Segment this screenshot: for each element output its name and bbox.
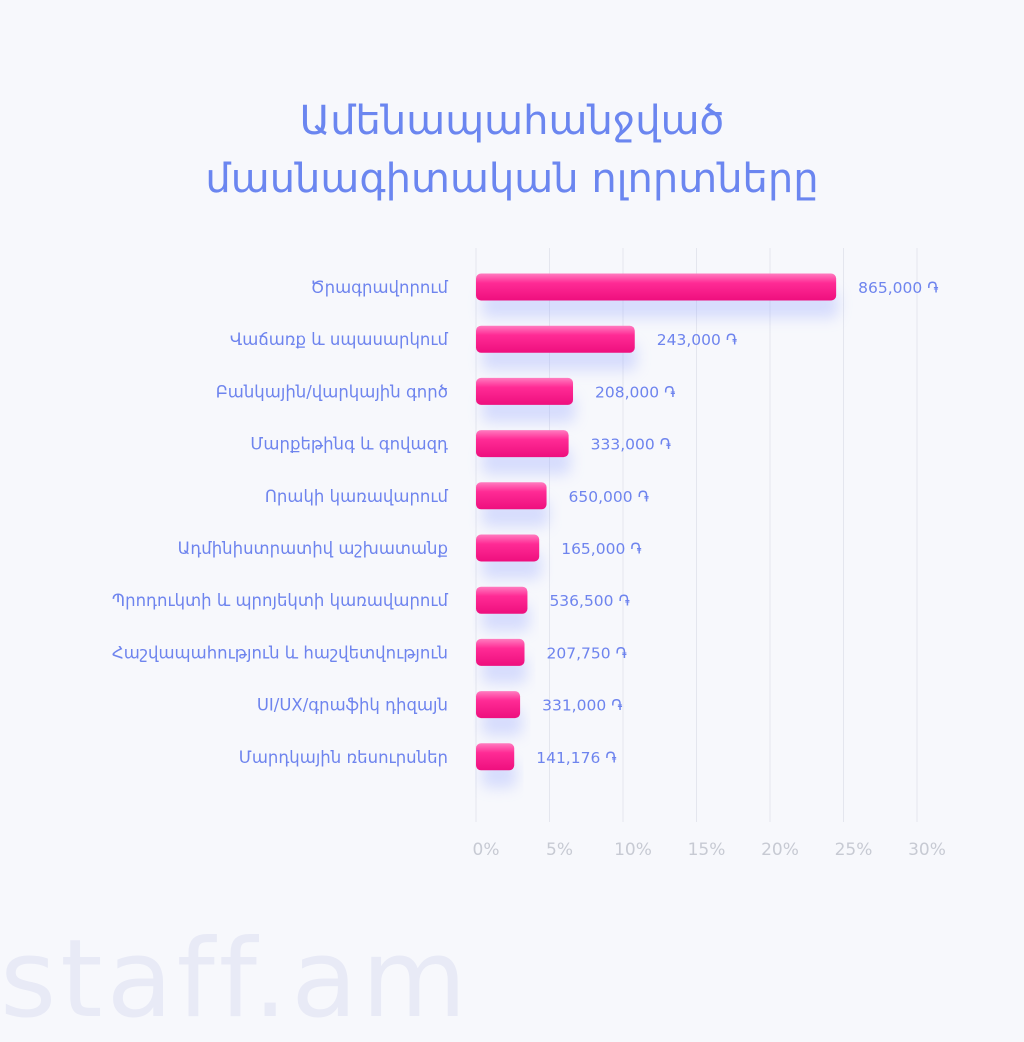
category-label: Որակի կառավարում: [265, 487, 449, 506]
bar: [476, 482, 547, 510]
bar: [476, 691, 521, 719]
category-label: Բանկային/վարկային գործ: [216, 382, 448, 401]
chart-title: Ամենապահանջված մասնագիտական ոլորտները: [0, 92, 1024, 208]
bar: [476, 534, 540, 562]
category-label: Մարդկային ռեսուրսներ: [239, 748, 448, 767]
value-label: 650,000 ֏: [569, 488, 650, 506]
value-label: 536,500 ֏: [549, 592, 630, 610]
bar: [476, 377, 574, 405]
x-tick-label: 5%: [546, 840, 573, 860]
value-label: 243,000 ֏: [657, 331, 738, 349]
bar: [476, 325, 635, 353]
bar: [476, 273, 837, 301]
x-tick-label: 15%: [688, 840, 726, 860]
chart-title-line-2: մասնագիտական ոլորտները: [205, 156, 819, 202]
value-label: 208,000 ֏: [595, 383, 676, 401]
x-tick-label: 10%: [614, 840, 652, 860]
value-label: 165,000 ֏: [561, 540, 642, 558]
bar: [476, 638, 525, 666]
category-label: UI/UX/գրաֆիկ դիզայն: [257, 696, 448, 715]
brand-watermark: staff.am: [0, 917, 471, 1042]
x-tick-label: 0%: [473, 840, 500, 860]
category-label: Վաճառք և սպասարկում: [230, 330, 449, 349]
x-tick-label: 30%: [908, 840, 946, 860]
bar: [476, 430, 569, 458]
category-label: Ադմինիստրատիվ աշխատանք: [178, 539, 448, 558]
x-tick-label: 20%: [761, 840, 799, 860]
chart-title-line-1: Ամենապահանջված: [299, 98, 725, 144]
x-tick-label: 25%: [835, 840, 873, 860]
bar: [476, 586, 528, 614]
value-label: 333,000 ֏: [591, 436, 672, 454]
value-label: 207,750 ֏: [547, 644, 628, 662]
category-label: Պրոդուկտի և պրոյեկտի կառավարում: [112, 591, 449, 610]
category-label: Ծրագրավորում: [310, 278, 448, 297]
category-label: Մարքեթինգ և գովազդ: [250, 435, 448, 454]
value-label: 141,176 ֏: [536, 749, 617, 767]
value-label: 865,000 ֏: [858, 279, 939, 297]
value-label: 331,000 ֏: [542, 697, 623, 715]
category-label: Հաշվապահություն և հաշվետվություն: [112, 643, 448, 662]
bar: [476, 743, 515, 771]
